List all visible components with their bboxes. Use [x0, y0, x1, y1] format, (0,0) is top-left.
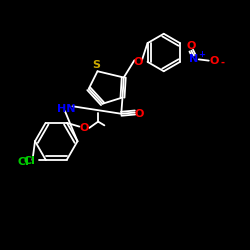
Text: Cl: Cl — [24, 156, 35, 166]
Text: O: O — [134, 109, 143, 119]
Text: N: N — [189, 54, 198, 64]
Text: O: O — [186, 40, 196, 50]
Text: O: O — [80, 123, 89, 133]
Text: O: O — [209, 56, 218, 66]
Text: -: - — [220, 58, 224, 68]
Text: +: + — [198, 50, 205, 59]
Text: Cl: Cl — [18, 158, 30, 168]
Text: S: S — [92, 60, 100, 70]
Text: HN: HN — [57, 104, 76, 114]
Text: O: O — [134, 56, 143, 66]
